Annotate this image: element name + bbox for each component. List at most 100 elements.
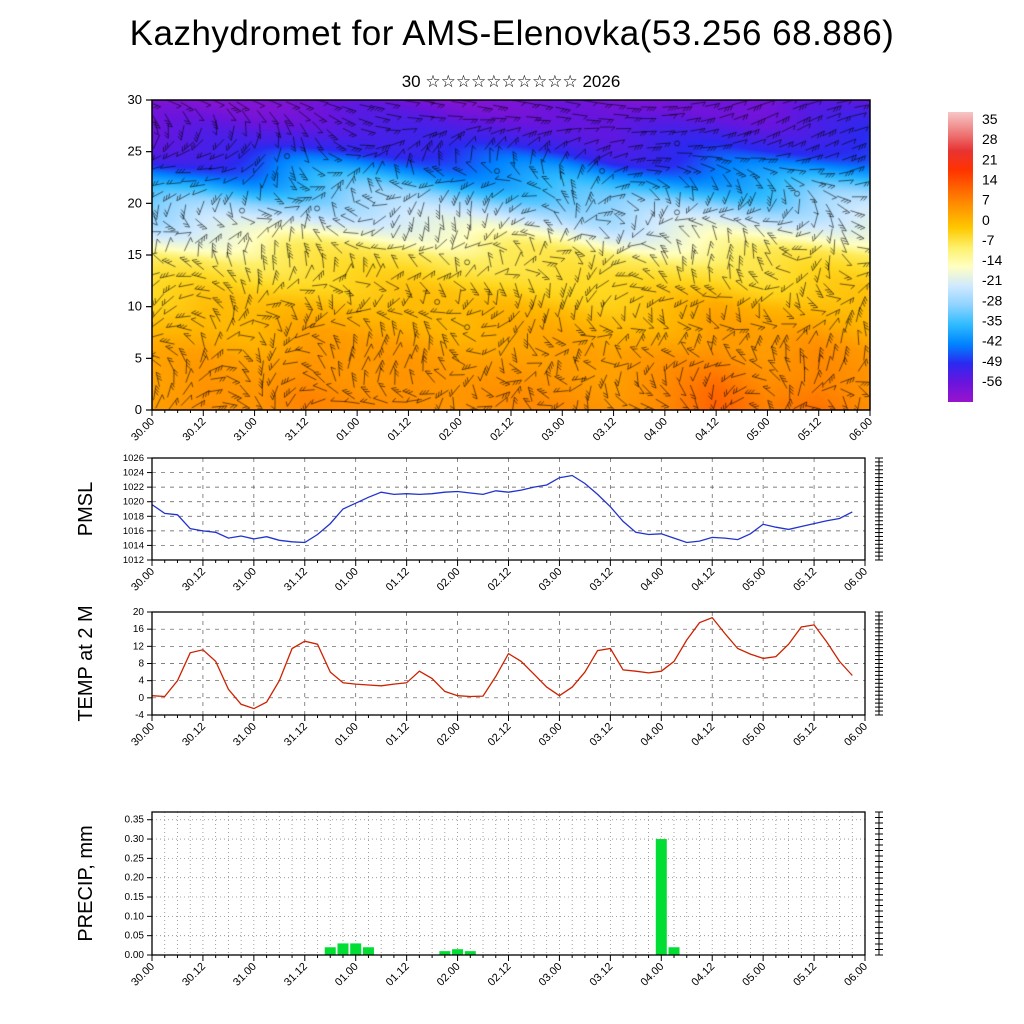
svg-text:1018: 1018 (123, 511, 144, 522)
svg-text:35: 35 (982, 111, 998, 127)
svg-text:31.12: 31.12 (282, 721, 310, 749)
temp-2m-line (151, 616, 853, 710)
precip-bar (362, 947, 374, 955)
svg-text:5: 5 (135, 350, 142, 365)
svg-text:01.00: 01.00 (333, 721, 361, 749)
svg-text:02.00: 02.00 (435, 721, 463, 749)
svg-text:02.12: 02.12 (486, 566, 514, 594)
svg-text:0.00: 0.00 (125, 950, 145, 961)
svg-text:03.00: 03.00 (537, 566, 565, 594)
svg-text:0.25: 0.25 (125, 853, 145, 864)
svg-text:04.12: 04.12 (689, 721, 717, 749)
heatmap-subtitle: 30 ☆☆☆☆☆☆☆☆☆☆ 2026 (401, 72, 621, 91)
svg-text:-42: -42 (982, 333, 1002, 349)
precip-ylabel: PRECIP, mm (75, 825, 97, 941)
svg-text:-4: -4 (135, 710, 144, 721)
svg-text:02.12: 02.12 (486, 721, 514, 749)
svg-text:1012: 1012 (123, 555, 144, 566)
precip-bar (452, 949, 464, 955)
svg-text:31.00: 31.00 (231, 566, 259, 594)
svg-text:05.12: 05.12 (796, 416, 824, 444)
svg-text:0.05: 0.05 (125, 931, 145, 942)
svg-text:30.00: 30.00 (129, 721, 157, 749)
svg-text:12: 12 (133, 641, 145, 652)
precip-bar (655, 839, 667, 955)
svg-text:-49: -49 (982, 353, 1002, 369)
svg-text:1022: 1022 (123, 482, 144, 493)
svg-text:20: 20 (128, 195, 142, 210)
svg-text:04.12: 04.12 (693, 416, 721, 444)
svg-text:31.12: 31.12 (282, 961, 310, 989)
svg-text:4: 4 (138, 676, 144, 687)
svg-text:01.12: 01.12 (384, 721, 412, 749)
svg-text:-28: -28 (982, 292, 1002, 308)
svg-text:04.00: 04.00 (638, 721, 666, 749)
svg-text:1024: 1024 (123, 468, 144, 479)
precip-bar (324, 947, 336, 955)
svg-text:04.12: 04.12 (689, 566, 717, 594)
svg-text:04.00: 04.00 (638, 566, 666, 594)
svg-text:1014: 1014 (123, 540, 144, 551)
precip-bar (439, 951, 451, 955)
svg-text:0: 0 (135, 402, 142, 417)
svg-text:06.00: 06.00 (847, 416, 875, 444)
precip-bar (668, 947, 680, 955)
svg-text:03.12: 03.12 (588, 566, 616, 594)
panel-temp-2m: 20 16 12 8 4 0 -430.00 30.12 31.00 31.12 01.00 01.1… (75, 605, 883, 749)
svg-text:0: 0 (982, 212, 990, 228)
svg-text:05.12: 05.12 (791, 961, 819, 989)
svg-text:25: 25 (128, 144, 142, 159)
svg-text:05.00: 05.00 (740, 721, 768, 749)
svg-text:05.00: 05.00 (740, 961, 768, 989)
svg-text:16: 16 (133, 624, 145, 635)
svg-text:31.00: 31.00 (231, 961, 259, 989)
pmsl-line (151, 474, 853, 544)
svg-text:1020: 1020 (123, 497, 144, 508)
svg-text:06.00: 06.00 (842, 961, 870, 989)
svg-text:02.12: 02.12 (486, 961, 514, 989)
precip-bar (464, 951, 476, 955)
svg-text:02.12: 02.12 (488, 416, 516, 444)
svg-text:01.00: 01.00 (334, 416, 362, 444)
svg-text:05.00: 05.00 (740, 566, 768, 594)
svg-text:15: 15 (128, 247, 142, 262)
svg-text:30.00: 30.00 (129, 961, 157, 989)
svg-text:06.00: 06.00 (842, 721, 870, 749)
svg-text:05.00: 05.00 (745, 416, 773, 444)
precip-bar (350, 943, 362, 955)
svg-text:01.12: 01.12 (384, 961, 412, 989)
svg-text:30.12: 30.12 (180, 961, 208, 989)
svg-text:1026: 1026 (123, 453, 144, 464)
svg-text:30.12: 30.12 (180, 566, 208, 594)
svg-text:01.12: 01.12 (386, 416, 414, 444)
svg-text:05.12: 05.12 (791, 721, 819, 749)
svg-text:03.12: 03.12 (591, 416, 619, 444)
svg-text:21: 21 (982, 151, 998, 167)
precip-bar (337, 943, 349, 955)
svg-text:03.12: 03.12 (588, 961, 616, 989)
svg-text:0.30: 0.30 (125, 834, 145, 845)
pmsl-ylabel: PMSL (75, 482, 97, 536)
svg-text:31.12: 31.12 (282, 566, 310, 594)
svg-text:02.00: 02.00 (437, 416, 465, 444)
svg-text:20: 20 (133, 607, 145, 618)
svg-text:30.12: 30.12 (180, 416, 208, 444)
svg-text:-35: -35 (982, 313, 1002, 329)
colorbar: 35 28 21 14 7 0 -7 -14 -21 -28 -35 -42 -49 -56 (948, 111, 1002, 402)
colorbar-gradient (948, 112, 973, 402)
svg-text:04.00: 04.00 (642, 416, 670, 444)
svg-text:30.00: 30.00 (129, 566, 157, 594)
svg-text:02.00: 02.00 (435, 961, 463, 989)
svg-text:-56: -56 (982, 373, 1002, 389)
temp-2m-ylabel: TEMP at 2 M (75, 605, 97, 721)
svg-text:30.00: 30.00 (129, 416, 157, 444)
temperature-height-heatmap (152, 100, 870, 410)
svg-text:04.12: 04.12 (689, 961, 717, 989)
svg-text:01.00: 01.00 (333, 566, 361, 594)
svg-text:0.35: 0.35 (125, 815, 145, 826)
svg-text:14: 14 (982, 171, 998, 187)
svg-text:10: 10 (128, 299, 142, 314)
